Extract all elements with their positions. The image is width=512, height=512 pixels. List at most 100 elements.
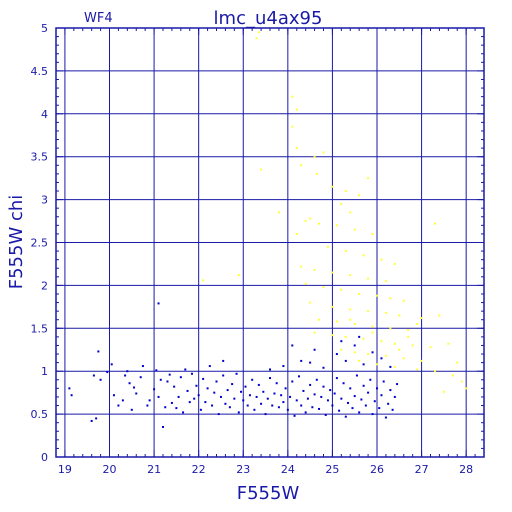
good-point xyxy=(289,395,292,398)
rejected-point xyxy=(362,254,365,257)
rejected-point xyxy=(315,172,318,175)
good-point xyxy=(264,413,267,416)
rejected-point xyxy=(367,277,370,280)
rejected-point xyxy=(331,185,334,188)
rejected-point xyxy=(295,232,298,235)
good-point xyxy=(355,374,358,377)
good-point xyxy=(367,391,370,394)
x-tick-label: 28 xyxy=(459,463,473,476)
good-point xyxy=(253,408,256,411)
rejected-point xyxy=(407,329,410,332)
good-point xyxy=(182,411,185,414)
good-point xyxy=(333,392,336,395)
y-tick-label: 3.5 xyxy=(31,151,49,164)
rejected-point xyxy=(353,228,356,231)
good-point xyxy=(222,359,225,362)
x-tick-label: 20 xyxy=(103,463,117,476)
good-point xyxy=(286,408,289,411)
good-point xyxy=(340,397,343,400)
good-point xyxy=(184,368,187,371)
good-point xyxy=(195,384,198,387)
good-point xyxy=(162,425,164,428)
rejected-point xyxy=(371,325,374,328)
rejected-point xyxy=(429,346,432,349)
rejected-point xyxy=(393,342,396,345)
good-point xyxy=(92,374,95,377)
rejected-point xyxy=(237,274,240,277)
good-point xyxy=(110,363,113,366)
good-point xyxy=(391,408,394,411)
good-point xyxy=(380,357,383,360)
good-point xyxy=(141,365,144,368)
rejected-point xyxy=(384,280,387,283)
good-point xyxy=(360,398,363,401)
good-point xyxy=(228,406,231,409)
rejected-point xyxy=(277,211,280,214)
good-point xyxy=(362,384,365,387)
good-point xyxy=(128,382,131,385)
good-point xyxy=(389,365,392,368)
rejected-point xyxy=(367,177,370,180)
good-point xyxy=(380,394,383,397)
good-point xyxy=(389,389,392,392)
good-point xyxy=(186,389,189,392)
good-point xyxy=(340,340,343,343)
rejected-point xyxy=(456,361,459,364)
rejected-point xyxy=(353,323,356,326)
good-point xyxy=(313,393,316,396)
good-point xyxy=(362,363,365,366)
good-point xyxy=(175,407,178,410)
good-point xyxy=(257,383,260,386)
rejected-point xyxy=(304,220,307,223)
rejected-point xyxy=(420,359,423,362)
good-point xyxy=(358,411,361,414)
good-point xyxy=(233,397,236,400)
rejected-point xyxy=(313,268,316,271)
rejected-point xyxy=(416,368,419,371)
good-point xyxy=(300,359,303,362)
good-point xyxy=(393,395,396,398)
rejected-point xyxy=(420,317,423,320)
rejected-point xyxy=(322,286,325,289)
good-point xyxy=(246,404,249,407)
rejected-point xyxy=(376,363,378,366)
good-point xyxy=(351,407,354,410)
good-point xyxy=(371,351,374,354)
x-tick-label: 19 xyxy=(58,463,72,476)
x-tick-label: 26 xyxy=(370,463,384,476)
good-point xyxy=(153,388,156,391)
good-point xyxy=(159,378,162,381)
good-point xyxy=(204,401,207,404)
rejected-point xyxy=(402,299,405,302)
rejected-point xyxy=(349,274,352,277)
good-point xyxy=(244,385,247,388)
rejected-point xyxy=(331,305,334,308)
rejected-point xyxy=(362,337,365,340)
rejected-point xyxy=(460,380,463,383)
good-point xyxy=(342,382,345,385)
good-point xyxy=(297,375,300,378)
good-point xyxy=(260,402,263,405)
good-point xyxy=(164,406,167,409)
rejected-point xyxy=(295,108,298,111)
rejected-point xyxy=(447,342,450,345)
good-point xyxy=(170,401,173,404)
good-point xyxy=(242,399,245,402)
good-point xyxy=(329,389,332,392)
y-tick-label: 1 xyxy=(41,365,48,378)
good-point xyxy=(293,414,296,417)
good-point xyxy=(157,395,160,398)
good-point xyxy=(146,404,149,407)
rejected-point xyxy=(411,344,414,347)
good-point xyxy=(179,376,182,379)
rejected-point xyxy=(371,232,374,235)
good-point xyxy=(282,365,285,368)
good-point xyxy=(373,400,376,403)
axis-ticks xyxy=(55,27,485,458)
rejected-point xyxy=(260,168,263,171)
good-point xyxy=(353,344,356,347)
good-point xyxy=(378,407,381,410)
good-point xyxy=(206,387,209,390)
good-point xyxy=(269,368,271,371)
good-point xyxy=(326,399,329,402)
